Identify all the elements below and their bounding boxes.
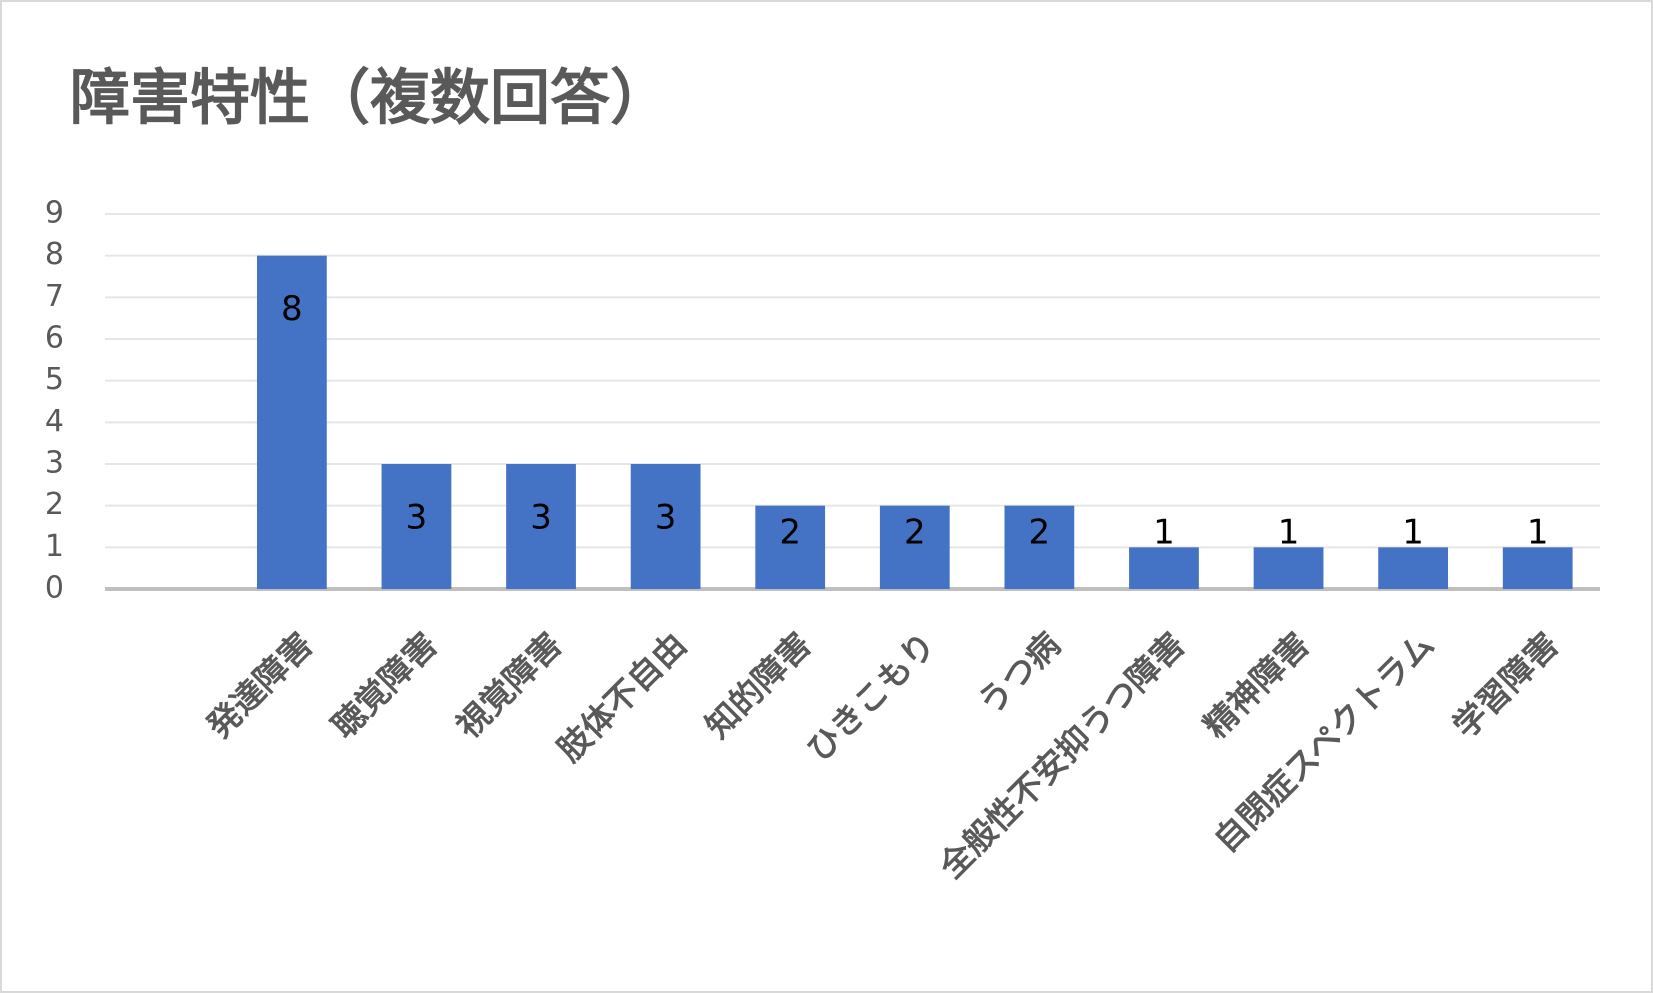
y-tick-label: 1	[45, 529, 64, 564]
data-label: 1	[1402, 513, 1424, 553]
y-tick-label: 3	[45, 446, 64, 481]
y-tick-label: 4	[45, 404, 64, 439]
data-label: 1	[1278, 513, 1300, 553]
bar	[1004, 505, 1075, 589]
bar	[381, 464, 452, 589]
bar	[630, 464, 701, 589]
bar	[1253, 547, 1324, 589]
data-label: 3	[530, 498, 552, 538]
y-tick-label: 5	[45, 362, 64, 397]
bar	[879, 505, 950, 589]
bar	[755, 505, 826, 589]
bar	[1378, 547, 1449, 589]
chart-title: 障害特性（複数回答）	[70, 64, 670, 134]
data-label: 2	[779, 513, 801, 553]
bar	[506, 464, 576, 589]
y-tick-label: 6	[45, 321, 64, 356]
data-label: 8	[281, 289, 303, 329]
y-tick-label: 0	[45, 571, 64, 606]
bar	[1129, 547, 1199, 589]
data-label: 3	[406, 498, 428, 538]
data-label: 1	[1153, 513, 1175, 553]
y-tick-label: 9	[45, 196, 64, 231]
y-tick-label: 8	[45, 237, 64, 272]
bar	[256, 255, 327, 589]
y-tick-label: 2	[45, 487, 64, 522]
data-label: 2	[904, 513, 926, 553]
bar	[1502, 547, 1573, 589]
data-label: 1	[1527, 513, 1549, 553]
data-label: 2	[1029, 513, 1051, 553]
y-tick-label: 7	[45, 279, 64, 314]
data-label: 3	[655, 498, 677, 538]
